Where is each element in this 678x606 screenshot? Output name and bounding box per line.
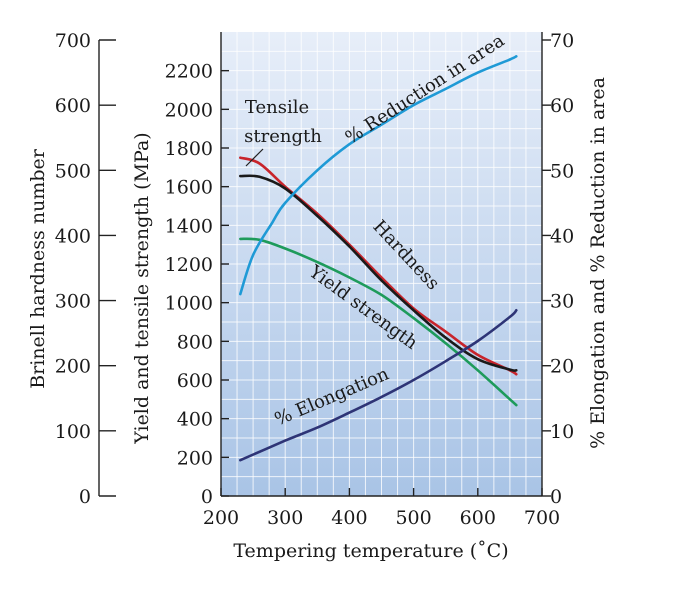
series-label-tensile-strength-line1: Tensile: [245, 97, 309, 118]
brinell-tick-label: 300: [55, 291, 91, 313]
strength-tick-label: 400: [177, 409, 213, 431]
strength-axis-title: Yield and tensile strength (MPa): [131, 132, 153, 444]
percent-axis-title: % Elongation and % Reduction in area: [587, 77, 609, 449]
x-axis-title: Tempering temperature (˚C): [233, 540, 508, 562]
x-tick-label: 700: [524, 507, 560, 529]
strength-tick-label: 0: [201, 486, 213, 508]
strength-tick-label: 1200: [165, 254, 213, 276]
brinell-tick-label: 100: [55, 421, 91, 443]
brinell-tick-label: 400: [55, 225, 91, 247]
grid: [221, 32, 542, 496]
percent-tick-label: 70: [550, 30, 574, 52]
strength-tick-label: 1400: [165, 215, 213, 237]
brinell-tick-label: 600: [55, 95, 91, 117]
x-tick-label: 600: [460, 507, 496, 529]
series-line-tensile-strength: [239, 156, 518, 376]
brinell-axis-title: Brinell hardness number: [27, 148, 49, 389]
axes: 200 300 400 500 600 7000200400600800100012001…: [55, 30, 574, 529]
strength-tick-label: 200: [177, 447, 213, 469]
percent-tick-label: 20: [550, 356, 574, 378]
x-tick-label: 500: [395, 507, 431, 529]
tensile-strength-leader: [245, 148, 264, 167]
brinell-tick-label: 500: [55, 160, 91, 182]
percent-tick-label: 30: [550, 291, 574, 313]
x-tick-label: 400: [331, 507, 367, 529]
percent-tick-label: 60: [550, 95, 574, 117]
strength-tick-label: 1600: [165, 177, 213, 199]
strength-tick-label: 1800: [165, 138, 213, 160]
strength-tick-label: 2200: [165, 61, 213, 83]
strength-tick-label: 2000: [165, 99, 213, 121]
series-line-yield-strength: [239, 237, 518, 407]
x-tick-label: 200: [203, 507, 239, 529]
strength-tick-label: 1000: [165, 293, 213, 315]
percent-tick-label: 50: [550, 160, 574, 182]
series-line-pct-reduction-in-area: [239, 55, 518, 296]
strength-tick-label: 600: [177, 370, 213, 392]
percent-tick-label: 40: [550, 225, 574, 247]
strength-tick-label: 800: [177, 331, 213, 353]
percent-tick-label: 0: [550, 486, 562, 508]
brinell-tick-label: 700: [55, 30, 91, 52]
brinell-tick-label: 200: [55, 356, 91, 378]
brinell-tick-label: 0: [79, 486, 91, 508]
series-layer: [239, 55, 518, 462]
x-tick-label: 300: [267, 507, 303, 529]
percent-tick-label: 10: [550, 421, 574, 443]
series-label-tensile-strength-line2: strength: [244, 126, 322, 147]
series-line-hardness: [239, 174, 518, 372]
series-line-pct-elongation: [239, 309, 518, 462]
